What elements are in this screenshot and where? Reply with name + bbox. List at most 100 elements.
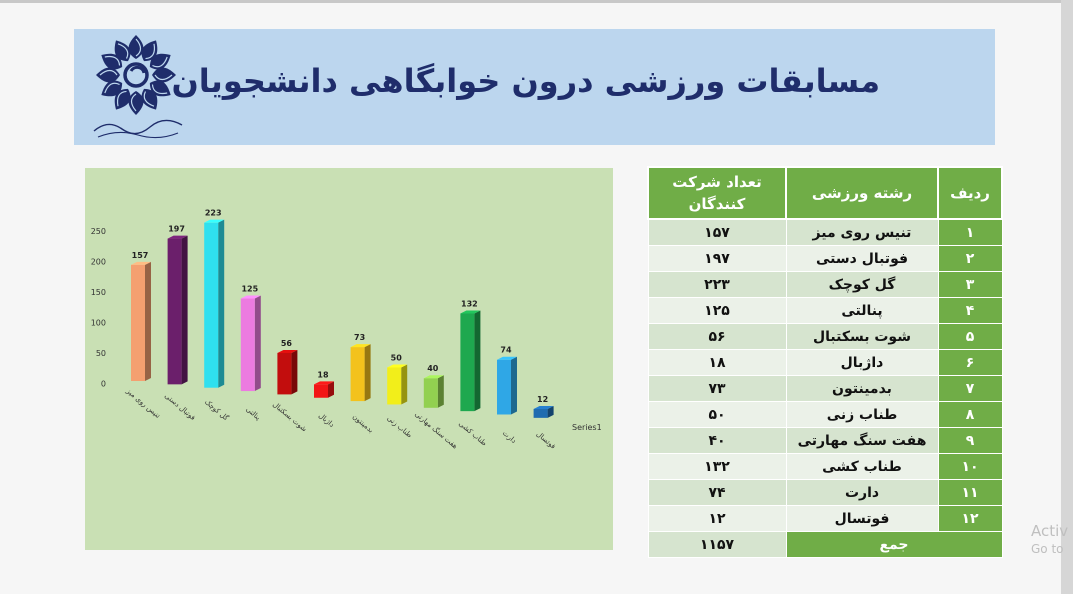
bar-value-label: 18: [317, 370, 329, 379]
row-sport: شوت بسکتبال: [785, 323, 939, 350]
header-sport: رشته ورزشی: [785, 166, 939, 220]
row-sport: فوتبال دستی: [785, 245, 939, 272]
row-rank: ۱۲: [937, 505, 1003, 532]
chart-panel: 0 50 100 150 200 250 157 تنیس روی میز 197 فوتبال …: [85, 168, 613, 550]
row-sport: طناب کشی: [785, 453, 939, 480]
logo-petal: [149, 53, 171, 70]
category-label: طناب زنی: [386, 414, 414, 440]
bar-value-label: 74: [500, 346, 512, 355]
bar-top: [204, 219, 225, 223]
bar-front: [204, 222, 219, 388]
bar-12: [533, 405, 554, 418]
row-rank: ۳: [937, 271, 1003, 298]
row-sport: فوتسال: [785, 505, 939, 532]
bar-2: [167, 235, 188, 385]
slide-title: مسابقات ورزشی درون خوابگاهی دانشجویان: [171, 62, 880, 100]
bar-value-label: 125: [241, 285, 258, 294]
bar-top: [277, 349, 298, 353]
logo-petal: [141, 40, 158, 62]
activation-watermark: Activ Go to: [1031, 522, 1068, 556]
row-sport: هفت سنگ مهارتی: [785, 427, 939, 454]
logo-petal-line: [143, 91, 155, 107]
logo-petal: [149, 80, 171, 97]
total-label: جمع: [785, 531, 1003, 558]
row-count: ۱۵۷: [647, 218, 787, 246]
bar-top: [423, 375, 444, 379]
logo-petal-line: [104, 82, 120, 94]
bar-value-label: 12: [537, 395, 548, 404]
legend-series1: Series1: [572, 423, 602, 432]
logo-petal-line: [116, 90, 127, 107]
bar-top: [131, 261, 151, 265]
participants-table: ردیف رشته ورزشی تعداد شرکت کنندگان ۱ تنیس …: [647, 166, 1003, 558]
row-rank: ۶: [937, 349, 1003, 376]
row-rank: ۱: [937, 218, 1003, 246]
bar-front: [167, 238, 182, 385]
bar-top: [533, 405, 554, 409]
table-row: ۱۲ فوتسال ۱۲: [647, 505, 1003, 532]
bar-side: [145, 261, 151, 381]
bar-top: [387, 364, 408, 368]
bar-5: [277, 349, 298, 395]
header-rank: ردیف: [937, 166, 1003, 220]
bar-value-label: 50: [391, 353, 403, 362]
bar-value-label: 197: [168, 225, 185, 234]
logo-petal: [101, 80, 123, 97]
y-tick-label: 150: [91, 288, 106, 297]
row-sport: گل کوچک: [785, 271, 939, 298]
bar-side: [254, 295, 261, 392]
bar-side: [437, 375, 444, 408]
category-label: هفت سنگ مهارتی: [413, 409, 460, 450]
table-row: ۶ داژبال ۱۸: [647, 349, 1003, 376]
y-tick-label: 200: [91, 258, 106, 267]
table-total-row: جمع ۱۱۵۷: [647, 531, 1003, 558]
row-count: ۱۲: [647, 505, 787, 532]
logo-petal-line: [154, 74, 173, 81]
bar-top: [167, 235, 188, 239]
row-sport: بدمینتون: [785, 375, 939, 402]
row-rank: ۷: [937, 375, 1003, 402]
bar-10: [460, 310, 481, 412]
table-row: ۲ فوتبال دستی ۱۹۷: [647, 245, 1003, 272]
bar-front: [277, 352, 292, 395]
bar-3: [204, 219, 225, 388]
header-count: تعداد شرکت کنندگان: [647, 166, 787, 220]
bar-value-label: 40: [427, 364, 439, 373]
bar-side: [181, 235, 188, 385]
row-count: ۵۶: [647, 323, 787, 350]
row-rank: ۱۰: [937, 453, 1003, 480]
bar-value-label: 56: [281, 339, 293, 348]
row-sport: دارت: [785, 479, 939, 506]
table-row: ۵ شوت بسکتبال ۵۶: [647, 323, 1003, 350]
logo-petal-line: [117, 43, 129, 59]
bar-side: [291, 349, 298, 395]
logo-petal-line: [152, 56, 168, 68]
logo-petal: [114, 40, 131, 62]
y-tick-label: 50: [96, 349, 106, 358]
logo-petal: [114, 88, 131, 110]
bar-side: [364, 344, 371, 402]
table-row: ۹ هفت سنگ مهارتی ۴۰: [647, 427, 1003, 454]
bar-value-label: 223: [205, 209, 222, 218]
row-count: ۱۳۲: [647, 453, 787, 480]
row-sport: طناب زنی: [785, 401, 939, 428]
bar-value-label: 73: [354, 333, 365, 342]
title-banner: [74, 29, 995, 145]
row-rank: ۱۱: [937, 479, 1003, 506]
bar-value-label: 157: [132, 251, 149, 260]
bar-front: [350, 347, 365, 402]
category-label: فوتسال: [535, 430, 557, 451]
row-count: ۲۲۳: [647, 271, 787, 298]
table-header-row: ردیف رشته ورزشی تعداد شرکت کنندگان: [647, 166, 1003, 220]
bar-front: [387, 367, 402, 405]
logo-petal-line: [130, 93, 137, 112]
bar-6: [314, 381, 334, 398]
bar-1: [131, 261, 151, 381]
bar-7: [350, 344, 371, 402]
bar-top: [240, 295, 261, 299]
row-rank: ۸: [937, 401, 1003, 428]
logo-petal: [101, 53, 123, 70]
bar-9: [423, 375, 444, 408]
total-value: ۱۱۵۷: [647, 531, 787, 558]
row-count: ۵۰: [647, 401, 787, 428]
